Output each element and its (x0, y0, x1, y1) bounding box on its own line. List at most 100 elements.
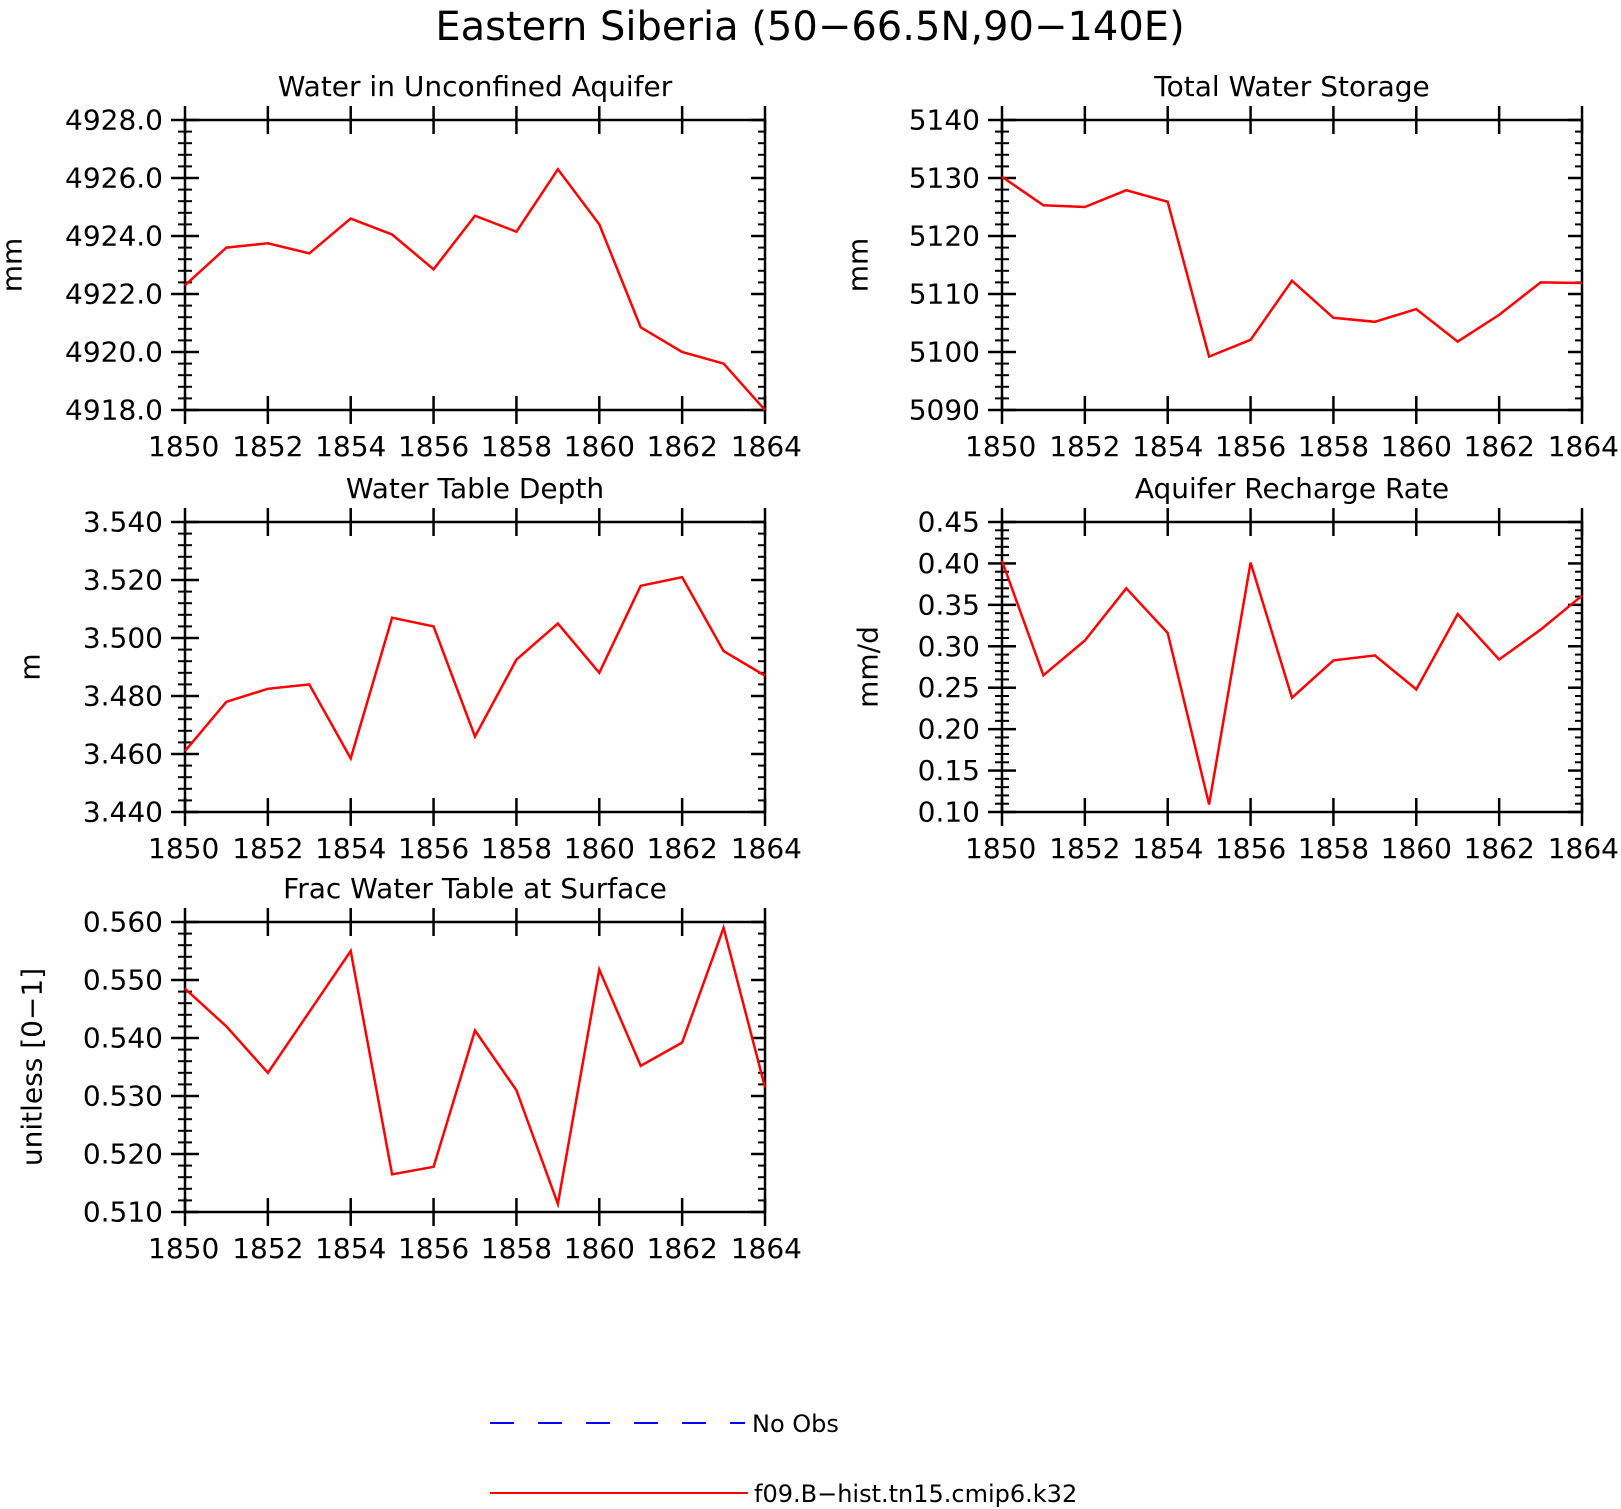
x-tick-label: 1856 (1215, 832, 1286, 865)
x-tick-label: 1864 (731, 430, 802, 463)
x-tick-label: 1852 (232, 832, 303, 865)
x-tick-label: 1850 (965, 430, 1036, 463)
y-tick-label: 4918.0 (65, 394, 163, 427)
x-tick-label: 1862 (647, 1232, 718, 1265)
x-tick-label: 1854 (315, 832, 386, 865)
y-tick-label: 5140 (909, 104, 980, 137)
y-tick-label: 4920.0 (65, 336, 163, 369)
x-tick-label: 1856 (1215, 430, 1286, 463)
y-tick-label: 5120 (909, 220, 980, 253)
y-tick-label: 3.440 (83, 796, 163, 829)
figure-title: Eastern Siberia (50−66.5N,90−140E) (435, 4, 1184, 50)
x-tick-label: 1854 (1132, 430, 1203, 463)
x-tick-label: 1864 (731, 832, 802, 865)
series-line (184, 923, 767, 1209)
x-tick-label: 1860 (564, 1232, 635, 1265)
y-tick-label: 0.20 (918, 713, 980, 746)
x-tick-label: 1858 (1298, 430, 1369, 463)
panel-title: Water in Unconfined Aquifer (278, 70, 673, 103)
x-tick-label: 1862 (1464, 832, 1535, 865)
y-tick-label: 0.35 (918, 588, 980, 621)
panel-title: Total Water Storage (1153, 70, 1430, 103)
panel-3: Water Table Depth m 3.440 3.460 3.480 3.500 3.… (14, 472, 803, 865)
y-tick-label: 0.15 (918, 754, 980, 787)
x-tick-label: 1858 (481, 1232, 552, 1265)
x-tick-label: 1864 (1548, 430, 1619, 463)
panel-5: Frac Water Table at Surface unitless [0−1… (16, 872, 803, 1265)
x-tick-label: 1858 (481, 430, 552, 463)
plot-frame (1000, 118, 1584, 412)
x-tick-label: 1852 (232, 430, 303, 463)
x-tick-label: 1862 (1464, 430, 1535, 463)
plot-frame (183, 520, 767, 814)
series-line (1000, 560, 1583, 805)
y-tick-label: 5130 (909, 162, 980, 195)
legend-label-obs: No Obs (752, 1410, 839, 1438)
x-tick-label: 1856 (398, 832, 469, 865)
x-tick-label: 1858 (481, 832, 552, 865)
panels: Water in Unconfined Aquifer mm 4918.0 4920.… (0, 70, 1619, 1265)
y-axis-label: m (14, 653, 47, 680)
y-tick-label: 3.540 (83, 506, 163, 539)
x-tick-label: 1860 (1381, 832, 1452, 865)
x-tick-label: 1860 (564, 430, 635, 463)
x-tick-label: 1856 (398, 430, 469, 463)
x-tick-label: 1854 (315, 430, 386, 463)
series-line (1001, 175, 1583, 359)
y-tick-label: 0.530 (83, 1080, 163, 1113)
panel-title: Water Table Depth (346, 472, 604, 505)
x-tick-label: 1864 (731, 1232, 802, 1265)
y-axis-label: mm/d (852, 626, 885, 708)
panel-2: Total Water Storage mm 5090 5100 5110 5120 513… (842, 70, 1620, 463)
plot-frame (183, 118, 767, 412)
plot-frame (1000, 520, 1584, 814)
x-tick-label: 1854 (1132, 832, 1203, 865)
x-tick-label: 1862 (647, 430, 718, 463)
y-tick-label: 0.560 (83, 906, 163, 939)
panel-1: Water in Unconfined Aquifer mm 4918.0 4920.… (0, 70, 802, 463)
x-tick-label: 1850 (965, 832, 1036, 865)
y-axis-label: unitless [0−1] (16, 968, 49, 1166)
x-tick-label: 1852 (232, 1232, 303, 1265)
x-tick-label: 1850 (148, 430, 219, 463)
y-tick-label: 4924.0 (65, 220, 163, 253)
y-tick-label: 5110 (909, 278, 980, 311)
legend: No Obs f09.B−hist.tn15.cmip6.k32 (490, 1410, 1077, 1508)
y-tick-label: 4926.0 (65, 162, 163, 195)
y-tick-label: 3.520 (83, 564, 163, 597)
plot-frame (183, 920, 767, 1214)
y-tick-label: 0.25 (918, 671, 980, 704)
y-tick-label: 3.460 (83, 738, 163, 771)
y-axis-label: mm (842, 238, 875, 293)
y-tick-label: 0.520 (83, 1138, 163, 1171)
x-tick-label: 1850 (148, 1232, 219, 1265)
y-tick-label: 3.500 (83, 622, 163, 655)
panel-4: Aquifer Recharge Rate mm/d 0.10 0.15 0.20 0.2… (852, 472, 1620, 865)
x-tick-label: 1860 (1381, 430, 1452, 463)
y-tick-label: 0.550 (83, 964, 163, 997)
x-tick-label: 1854 (315, 1232, 386, 1265)
x-tick-label: 1852 (1049, 430, 1120, 463)
series-line (184, 575, 766, 762)
x-tick-label: 1864 (1548, 832, 1619, 865)
y-tick-label: 0.30 (918, 630, 980, 663)
x-tick-label: 1860 (564, 832, 635, 865)
y-tick-label: 0.540 (83, 1022, 163, 1055)
panel-title: Frac Water Table at Surface (283, 872, 667, 905)
x-tick-label: 1858 (1298, 832, 1369, 865)
y-tick-label: 0.40 (918, 547, 980, 580)
y-tick-label: 5100 (909, 336, 980, 369)
y-tick-label: 0.45 (918, 506, 980, 539)
x-tick-label: 1852 (1049, 832, 1120, 865)
panel-title: Aquifer Recharge Rate (1135, 472, 1449, 505)
y-tick-label: 5090 (909, 394, 980, 427)
x-tick-label: 1862 (647, 832, 718, 865)
y-axis-label: mm (0, 238, 29, 293)
x-tick-label: 1856 (398, 1232, 469, 1265)
y-tick-label: 0.510 (83, 1196, 163, 1229)
series-line (184, 167, 766, 411)
y-tick-label: 0.10 (918, 796, 980, 829)
y-tick-label: 3.480 (83, 680, 163, 713)
legend-label-model: f09.B−hist.tn15.cmip6.k32 (754, 1480, 1077, 1508)
y-tick-label: 4928.0 (65, 104, 163, 137)
